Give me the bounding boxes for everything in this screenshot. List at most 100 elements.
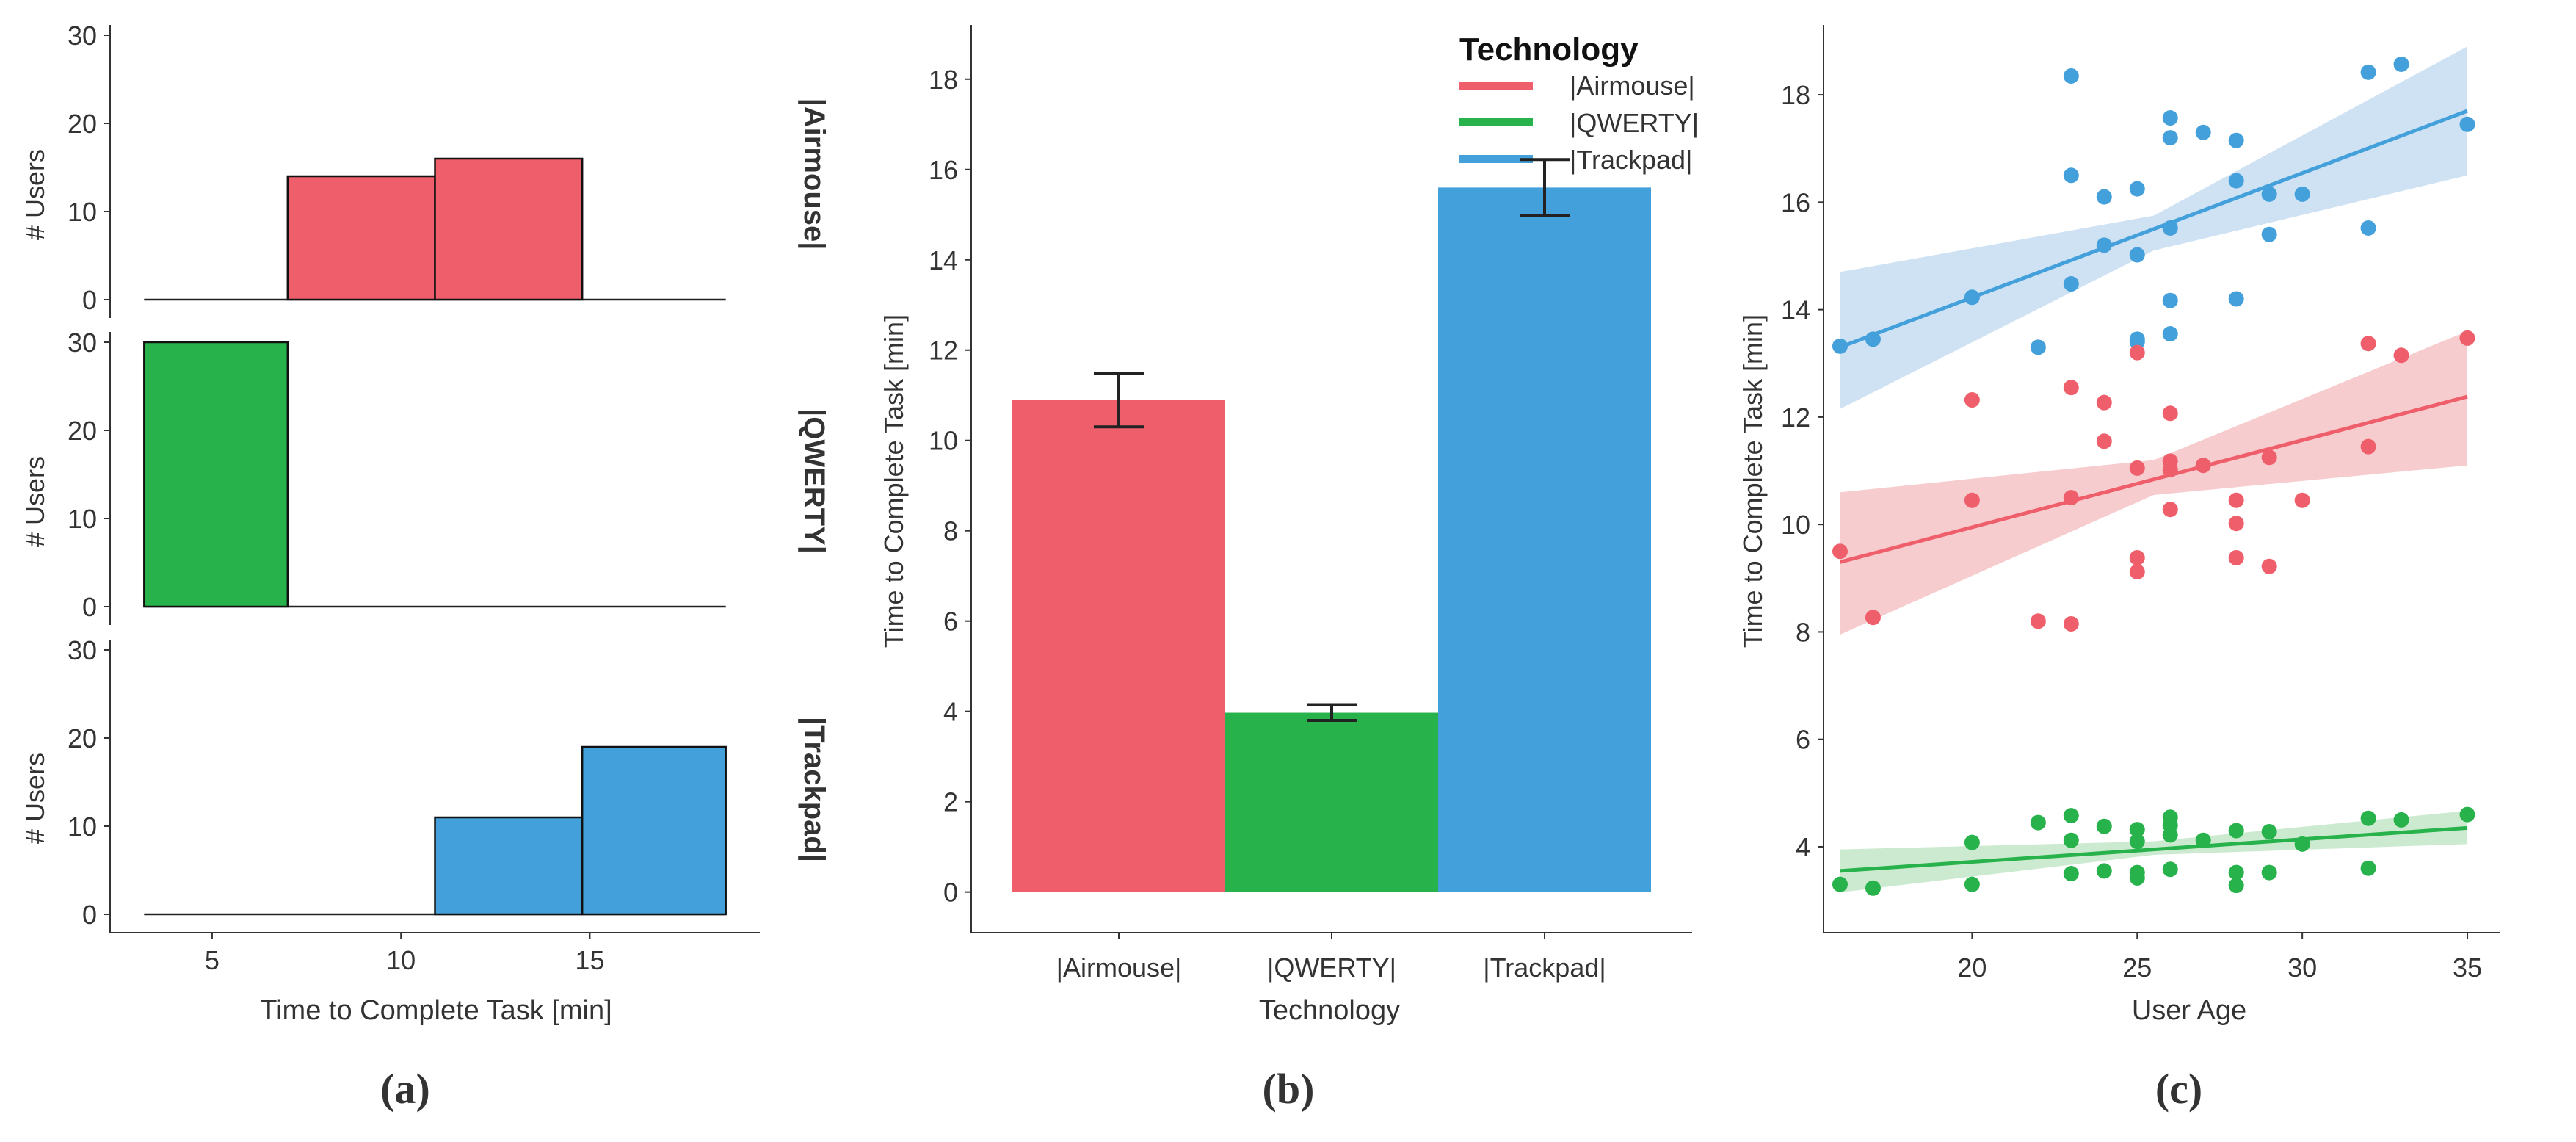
data-point <box>2459 806 2475 823</box>
histogram-y-axis-label: # Users <box>20 753 50 844</box>
histogram-y-axis-label: # Users <box>20 456 50 547</box>
data-point <box>1832 876 1848 892</box>
y-tick-label: 10 <box>68 812 97 842</box>
legend-entry-qwerty: |QWERTY| <box>1570 108 1699 138</box>
panel-label-b: (b) <box>1263 1065 1315 1113</box>
data-point <box>2261 186 2277 202</box>
data-point <box>2063 380 2079 396</box>
y-tick-label: 20 <box>68 109 97 139</box>
confidence-band <box>1840 810 2468 893</box>
y-tick-label: 2 <box>943 787 958 817</box>
y-tick-label: 20 <box>68 416 97 446</box>
histogram-x-axis-label: Time to Complete Task [min] <box>260 995 612 1026</box>
data-point <box>1964 492 1980 508</box>
data-point <box>1964 876 1980 892</box>
data-point <box>2459 330 2475 346</box>
histogram-bar <box>434 157 584 301</box>
bar-chart-panel: Time to Complete Task [min] Technology T… <box>879 25 1699 1113</box>
y-tick-label: 10 <box>68 504 97 534</box>
data-point <box>2030 814 2046 831</box>
data-point <box>2129 460 2145 476</box>
histogram-facet: 0 10 20 30 <box>68 21 726 318</box>
y-tick-label: 10 <box>929 426 958 456</box>
x-tick-label: 25 <box>2122 953 2152 983</box>
x-tick-label: |Airmouse| <box>1056 953 1182 983</box>
data-point <box>2228 864 2244 881</box>
data-point <box>2129 822 2145 838</box>
data-point <box>2228 516 2244 532</box>
regression-line <box>1839 394 2468 564</box>
x-tick-label: |QWERTY| <box>1267 953 1396 983</box>
data-point <box>2360 860 2376 876</box>
x-tick-label: 20 <box>1957 953 1987 983</box>
data-point <box>2162 827 2178 843</box>
y-tick-label: 0 <box>82 592 97 622</box>
y-tick-label: 18 <box>929 65 958 95</box>
y-tick-label: 20 <box>68 723 97 753</box>
y-tick-label: 10 <box>68 197 97 227</box>
data-point <box>2096 189 2112 205</box>
scatter-panel: Time to Complete Task [min] User Age (c)… <box>1738 25 2500 1113</box>
data-point <box>2393 347 2409 364</box>
legend-title: Technology <box>1459 32 1639 68</box>
y-tick-label: 18 <box>1781 80 1810 110</box>
data-point <box>2063 167 2079 184</box>
data-point <box>2459 116 2475 132</box>
data-point <box>2096 863 2112 879</box>
y-tick-label: 30 <box>68 328 97 358</box>
confidence-band <box>1840 330 2468 635</box>
facet-label-airmouse: |Airmouse| <box>798 98 830 250</box>
data-point <box>2129 834 2145 850</box>
data-point <box>2393 812 2409 828</box>
legend-entry-trackpad: |Trackpad| <box>1570 145 1692 175</box>
data-point <box>2393 56 2409 72</box>
y-tick-label: 4 <box>1796 832 1810 862</box>
y-tick-label: 8 <box>943 516 958 546</box>
histogram-bar <box>434 816 584 916</box>
data-point <box>2162 110 2178 126</box>
scatter-y-axis-label: Time to Complete Task [min] <box>1738 314 1768 648</box>
histogram-panel: # Users # Users # Users |Airmouse| |QWER… <box>20 21 830 1113</box>
x-tick-label: 5 <box>205 945 219 975</box>
data-point <box>2096 818 2112 834</box>
legend-swatch-qwerty <box>1459 118 1533 126</box>
histogram-facet: 0 10 20 30 <box>68 635 727 933</box>
data-point <box>2228 878 2244 894</box>
bar-y-axis-label: Time to Complete Task [min] <box>879 314 909 648</box>
legend-swatch-trackpad <box>1459 155 1533 163</box>
data-point <box>1964 834 1980 850</box>
data-point <box>2063 866 2079 882</box>
scatter-x-axis-label: User Age <box>2132 995 2246 1026</box>
data-point <box>2228 173 2244 189</box>
data-point <box>2228 291 2244 307</box>
x-tick-label: |Trackpad| <box>1483 953 1606 983</box>
data-point <box>2360 220 2376 236</box>
data-point <box>2360 336 2376 352</box>
panel-label-a: (a) <box>380 1065 430 1113</box>
data-point <box>2162 292 2178 308</box>
data-point <box>2063 832 2079 848</box>
data-point <box>1865 610 1881 626</box>
x-tick-label: 30 <box>2287 953 2317 983</box>
data-point <box>2129 247 2145 263</box>
facet-label-trackpad: |Trackpad| <box>798 717 830 862</box>
data-point <box>2261 824 2277 840</box>
y-tick-label: 0 <box>82 285 97 315</box>
data-point <box>2063 808 2079 824</box>
histogram-facet: 0 10 20 30 <box>68 328 726 625</box>
data-point <box>2261 864 2277 881</box>
data-point <box>2162 130 2178 146</box>
histogram-bar <box>143 341 289 608</box>
x-tick-label: 35 <box>2453 953 2482 983</box>
data-point <box>2294 186 2310 202</box>
y-tick-label: 4 <box>943 697 958 727</box>
y-tick-label: 10 <box>1781 510 1810 540</box>
data-point <box>2162 861 2178 878</box>
data-point <box>2261 226 2277 242</box>
legend: Technology |Airmouse| |QWERTY| |Trackpad… <box>1459 32 1699 175</box>
y-tick-label: 12 <box>929 336 958 366</box>
y-tick-label: 0 <box>943 878 958 908</box>
y-tick-label: 12 <box>1781 402 1810 433</box>
y-tick-label: 14 <box>1781 295 1810 325</box>
y-tick-label: 16 <box>1781 187 1810 217</box>
